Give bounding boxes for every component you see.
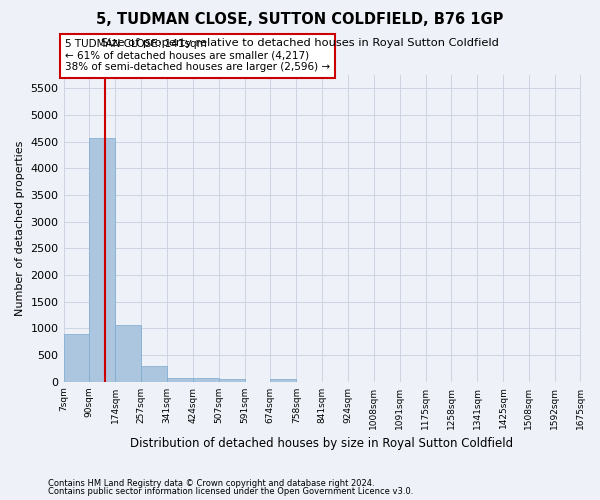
X-axis label: Distribution of detached houses by size in Royal Sutton Coldfield: Distribution of detached houses by size … (130, 437, 514, 450)
Bar (89, 138, 115, 382)
Bar (115, 325, 141, 382)
Text: 5, TUDMAN CLOSE, SUTTON COLDFIELD, B76 1GP: 5, TUDMAN CLOSE, SUTTON COLDFIELD, B76 1… (97, 12, 503, 28)
Bar (64, 334, 89, 382)
Bar (218, 379, 245, 382)
Text: Contains public sector information licensed under the Open Government Licence v3: Contains public sector information licen… (48, 487, 413, 496)
Bar (167, 378, 193, 382)
Text: Size of property relative to detached houses in Royal Sutton Coldfield: Size of property relative to detached ho… (101, 38, 499, 48)
Bar (141, 366, 167, 382)
Text: Contains HM Land Registry data © Crown copyright and database right 2024.: Contains HM Land Registry data © Crown c… (48, 478, 374, 488)
Y-axis label: Number of detached properties: Number of detached properties (15, 140, 25, 316)
Bar (270, 378, 296, 382)
Text: 5 TUDMAN CLOSE: 141sqm
← 61% of detached houses are smaller (4,217)
38% of semi-: 5 TUDMAN CLOSE: 141sqm ← 61% of detached… (65, 39, 330, 72)
Bar (193, 378, 218, 382)
